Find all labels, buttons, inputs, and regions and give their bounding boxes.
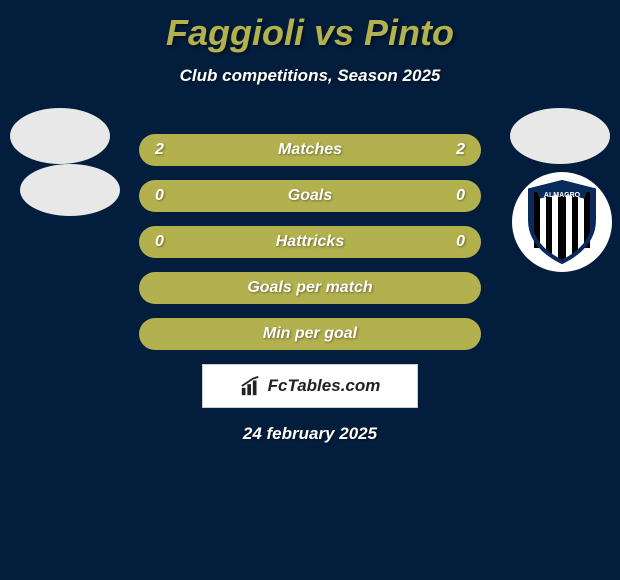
stat-label: Goals [175, 187, 445, 205]
date: 24 february 2025 [0, 424, 620, 444]
player2-avatar [510, 108, 610, 164]
stat-label: Matches [175, 141, 445, 159]
stat-right-value: 0 [445, 233, 465, 251]
stat-row-min-per-goal: Min per goal [139, 318, 481, 350]
player1-avatar [10, 108, 110, 164]
watermark: FcTables.com [202, 364, 418, 408]
stat-row-matches: 2 Matches 2 [139, 134, 481, 166]
stat-left-value: 0 [155, 187, 175, 205]
chart-icon [240, 375, 262, 397]
watermark-text: FcTables.com [268, 376, 381, 396]
shield-icon: ALMAGRO [526, 180, 598, 264]
subtitle: Club competitions, Season 2025 [0, 66, 620, 86]
stat-row-goals: 0 Goals 0 [139, 180, 481, 212]
stat-row-goals-per-match: Goals per match [139, 272, 481, 304]
stat-label: Min per goal [263, 325, 357, 343]
stat-left-value: 2 [155, 141, 175, 159]
page-title: Faggioli vs Pinto [0, 12, 620, 54]
comparison-card: Faggioli vs Pinto Club competitions, Sea… [0, 0, 620, 456]
stat-right-value: 2 [445, 141, 465, 159]
stat-label: Goals per match [247, 279, 372, 297]
player1-club-badge-placeholder [20, 164, 120, 216]
badge-text: ALMAGRO [544, 192, 581, 199]
stat-label: Hattricks [175, 233, 445, 251]
stat-row-hattricks: 0 Hattricks 0 [139, 226, 481, 258]
stat-left-value: 0 [155, 233, 175, 251]
stat-right-value: 0 [445, 187, 465, 205]
player2-club-badge: ALMAGRO [512, 172, 612, 272]
